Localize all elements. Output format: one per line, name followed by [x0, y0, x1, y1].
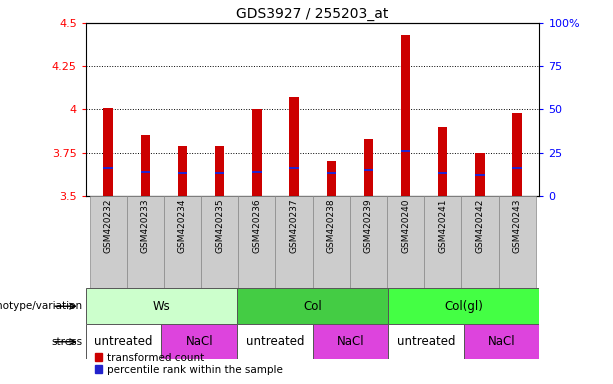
Bar: [289, 98, 299, 196]
Text: NaCl: NaCl: [337, 335, 364, 348]
Text: Col: Col: [303, 300, 322, 313]
Bar: [327, 161, 336, 196]
Bar: [252, 170, 262, 173]
Bar: [104, 108, 113, 196]
Bar: [275, 196, 313, 288]
Text: Col(gl): Col(gl): [444, 300, 483, 313]
Text: stress: stress: [51, 337, 83, 347]
Text: GSM420235: GSM420235: [215, 199, 224, 253]
Legend: transformed count, percentile rank within the sample: transformed count, percentile rank withi…: [91, 348, 287, 379]
Bar: [401, 150, 410, 152]
Bar: [86, 324, 161, 359]
Bar: [289, 167, 299, 169]
Bar: [252, 109, 262, 196]
Bar: [512, 113, 522, 196]
Text: GSM420240: GSM420240: [401, 199, 410, 253]
Text: untreated: untreated: [246, 335, 304, 348]
Bar: [364, 139, 373, 196]
Text: NaCl: NaCl: [185, 335, 213, 348]
Text: Ws: Ws: [153, 300, 170, 313]
Bar: [237, 288, 388, 324]
Bar: [498, 196, 536, 288]
Text: GSM420242: GSM420242: [476, 199, 484, 253]
Text: NaCl: NaCl: [488, 335, 516, 348]
Bar: [164, 196, 201, 288]
Bar: [364, 169, 373, 171]
Bar: [424, 196, 462, 288]
Bar: [401, 35, 410, 196]
Bar: [238, 196, 275, 288]
Bar: [161, 324, 237, 359]
Bar: [464, 324, 539, 359]
Bar: [86, 288, 237, 324]
Bar: [327, 172, 336, 174]
Bar: [178, 146, 187, 196]
Bar: [475, 153, 485, 196]
Bar: [313, 324, 388, 359]
Text: GSM420241: GSM420241: [438, 199, 447, 253]
Bar: [462, 196, 498, 288]
Bar: [388, 288, 539, 324]
Bar: [89, 196, 127, 288]
Bar: [475, 174, 485, 176]
Text: GSM420237: GSM420237: [289, 199, 299, 253]
Bar: [438, 172, 447, 174]
Bar: [104, 167, 113, 169]
Text: GSM420232: GSM420232: [104, 199, 113, 253]
Text: genotype/variation: genotype/variation: [0, 301, 83, 311]
Text: GSM420233: GSM420233: [141, 199, 150, 253]
Bar: [350, 196, 387, 288]
Bar: [512, 167, 522, 169]
Bar: [438, 127, 447, 196]
Bar: [388, 324, 464, 359]
Text: GSM420239: GSM420239: [364, 199, 373, 253]
Text: GSM420238: GSM420238: [327, 199, 336, 253]
Title: GDS3927 / 255203_at: GDS3927 / 255203_at: [237, 7, 389, 21]
Bar: [140, 170, 150, 173]
Text: untreated: untreated: [94, 335, 153, 348]
Text: GSM420236: GSM420236: [253, 199, 261, 253]
Text: untreated: untreated: [397, 335, 455, 348]
Bar: [140, 136, 150, 196]
Bar: [215, 146, 224, 196]
Bar: [215, 172, 224, 174]
Text: GSM420234: GSM420234: [178, 199, 187, 253]
Bar: [201, 196, 238, 288]
Bar: [127, 196, 164, 288]
Bar: [387, 196, 424, 288]
Bar: [237, 324, 313, 359]
Bar: [178, 172, 187, 174]
Bar: [313, 196, 350, 288]
Text: GSM420243: GSM420243: [512, 199, 522, 253]
